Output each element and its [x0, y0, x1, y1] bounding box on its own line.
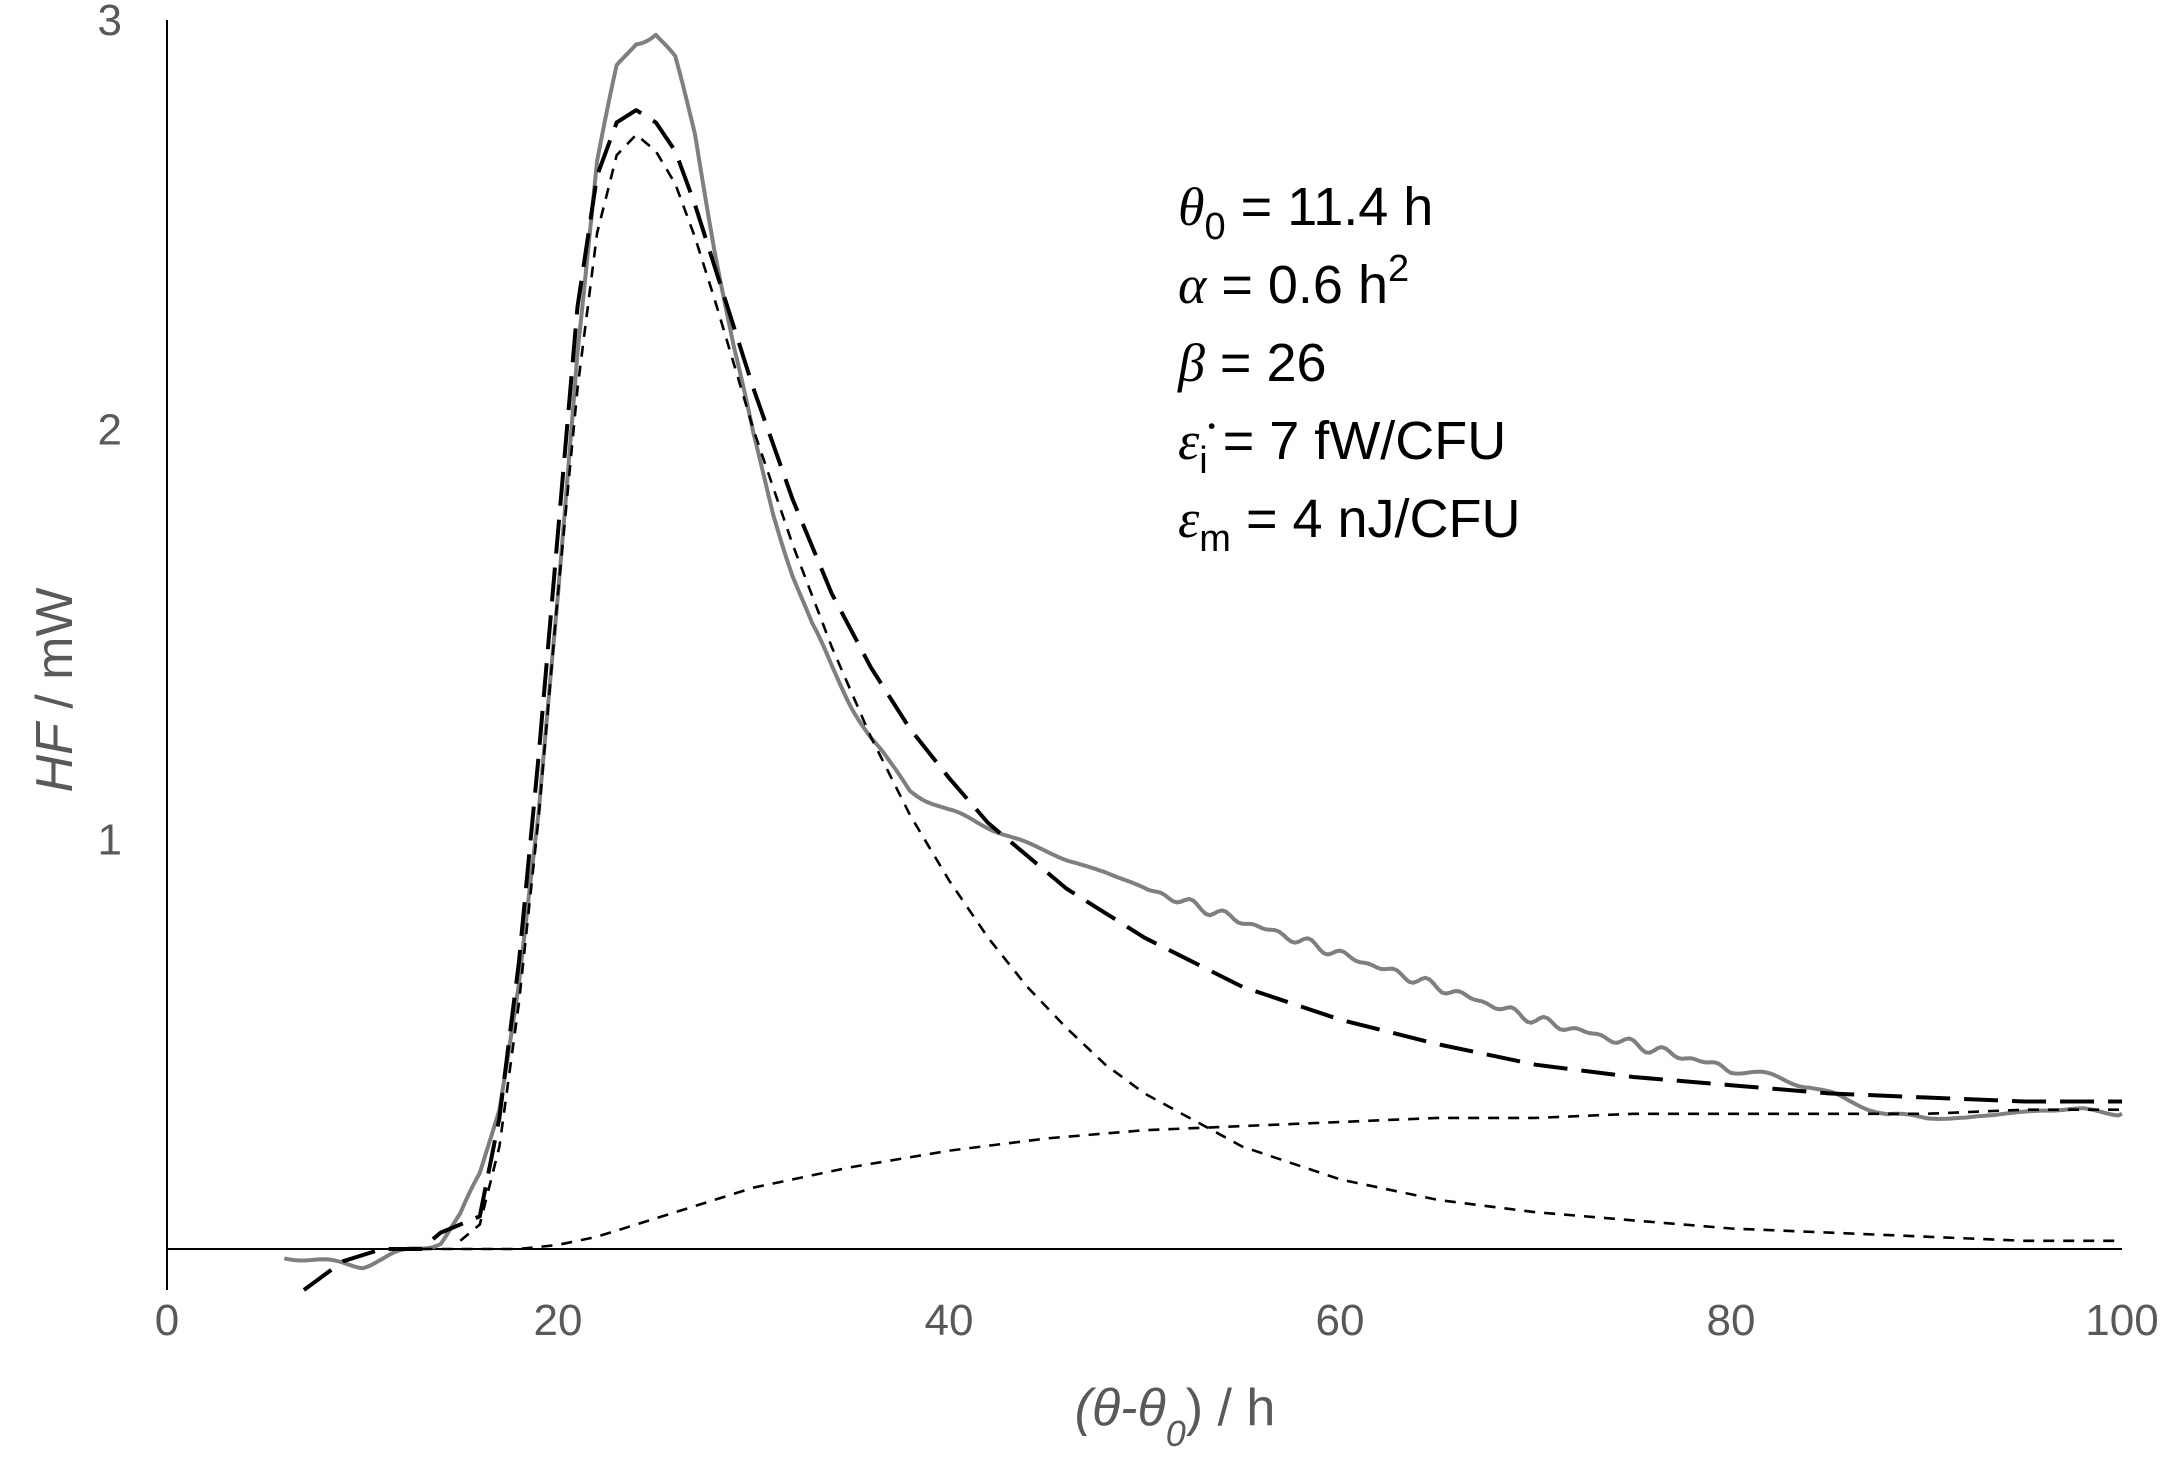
x-axis-title-sub: 0	[1166, 1413, 1186, 1454]
y-tick-label: 1	[98, 815, 122, 864]
annotation-symbol: β	[1177, 333, 1205, 393]
x-axis-title-rest: ) / h	[1186, 1379, 1276, 1437]
annotation-subscript: m	[1199, 518, 1231, 560]
x-tick-labels: 0 20 40 60 80 100	[155, 1296, 2159, 1345]
axes	[166, 20, 2122, 1290]
annotation-symbol: ε	[1178, 489, 1200, 549]
series-model-component-3	[401, 1108, 2122, 1251]
y-axis-title-rest: / mW	[26, 587, 84, 723]
annotation-text: = 4 nJ/CFU	[1231, 489, 1521, 549]
x-tick-label: 80	[1707, 1296, 1756, 1345]
annotation-line: α = 0.6 h2	[1178, 248, 1409, 315]
series-measured-0	[283, 32, 2123, 1271]
parameter-annotations: θ0 = 11.4 hα = 0.6 h2β = 26ε̇i = 7 fW/CF…	[1177, 177, 1521, 560]
annotation-superscript: 2	[1388, 248, 1409, 290]
x-tick-label: 0	[155, 1296, 179, 1345]
annotation-line: β = 26	[1177, 333, 1327, 393]
annotation-text: = 0.6 h	[1206, 255, 1388, 315]
x-tick-label: 100	[2085, 1296, 2158, 1345]
annotation-text: = 7 fW/CFU	[1208, 411, 1507, 471]
annotation-line: εm = 4 nJ/CFU	[1178, 489, 1521, 560]
annotation-line: ε̇i = 7 fW/CFU	[1178, 411, 1506, 482]
annotation-subscript: i	[1199, 440, 1207, 482]
series-layer	[283, 32, 2123, 1292]
annotation-line: θ0 = 11.4 h	[1178, 177, 1433, 248]
y-axis-title-var: HF	[26, 720, 84, 793]
x-tick-label: 60	[1316, 1296, 1365, 1345]
y-tick-label: 2	[98, 406, 122, 455]
x-axis-title-var: (θ-θ	[1075, 1379, 1166, 1437]
annotation-subscript: 0	[1205, 206, 1226, 248]
y-axis-title: HF / mW	[26, 587, 84, 792]
series-model-total-1	[302, 108, 2122, 1292]
annotation-text: = 26	[1205, 333, 1327, 393]
annotation-symbol: θ	[1178, 177, 1205, 237]
annotation-text: = 11.4 h	[1226, 177, 1434, 237]
x-axis-title: (θ-θ0) / h	[1075, 1379, 1276, 1454]
annotation-symbol: α	[1178, 255, 1208, 315]
y-tick-labels: 1 2 3	[98, 0, 122, 864]
x-tick-label: 40	[925, 1296, 974, 1345]
series-model-component-2	[459, 133, 2122, 1243]
x-tick-label: 20	[534, 1296, 583, 1345]
y-tick-label: 3	[98, 0, 122, 45]
